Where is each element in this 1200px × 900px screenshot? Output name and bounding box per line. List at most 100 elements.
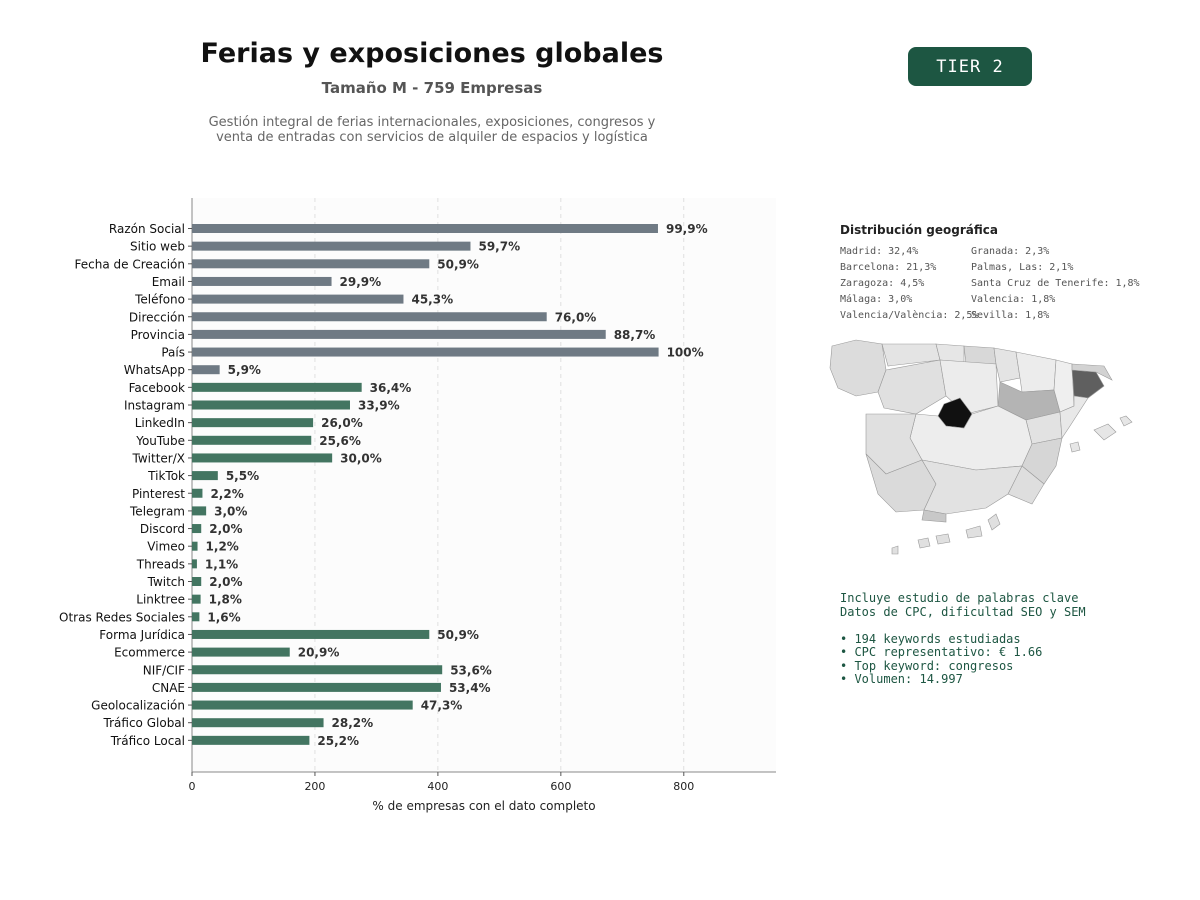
category-label: Ecommerce xyxy=(114,646,185,660)
bar xyxy=(192,365,220,375)
geo-item: Santa Cruz de Tenerife: 1,8% xyxy=(971,278,1140,289)
description-line-1: Gestión integral de ferias internacional… xyxy=(208,115,656,130)
data-label: 2,0% xyxy=(209,522,242,536)
keyword-study-block: Incluye estudio de palabras clave Datos … xyxy=(840,591,1086,687)
category-label: Teléfono xyxy=(134,293,185,307)
data-label: 53,6% xyxy=(450,663,492,677)
data-label: 2,0% xyxy=(209,575,242,589)
keyword-bullet: • Top keyword: congresos xyxy=(840,658,1014,673)
bar xyxy=(192,541,198,551)
bar xyxy=(192,594,201,604)
bar xyxy=(192,294,404,304)
category-label: Otras Redes Sociales xyxy=(59,610,185,624)
description-line-2: venta de entradas con servicios de alqui… xyxy=(216,130,648,145)
map-region-castilla-la-mancha xyxy=(909,405,1033,471)
category-label: Pinterest xyxy=(132,487,185,501)
data-label: 1,8% xyxy=(209,593,242,607)
data-label: 45,3% xyxy=(411,293,453,307)
map-region-barcelona xyxy=(1071,369,1105,399)
data-label: 76,0% xyxy=(555,310,597,324)
bar xyxy=(192,488,203,498)
category-label: TikTok xyxy=(147,469,185,483)
category-label: Forma Jurídica xyxy=(99,628,185,642)
data-label: 28,2% xyxy=(332,716,374,730)
data-label: 59,7% xyxy=(478,240,520,254)
map-region-galicia xyxy=(829,339,887,397)
data-label: 5,9% xyxy=(228,363,261,377)
bar xyxy=(192,400,350,410)
map-region-ibiza xyxy=(1069,441,1081,453)
map-region-canary-5 xyxy=(891,545,899,555)
plot-area xyxy=(192,198,776,772)
bar xyxy=(192,241,471,251)
geo-item: Palmas, Las: 2,1% xyxy=(971,262,1074,273)
map-region-girona xyxy=(1071,363,1113,381)
data-label: 20,9% xyxy=(298,646,340,660)
bar xyxy=(192,718,324,728)
data-label: 1,6% xyxy=(207,610,240,624)
bar xyxy=(192,735,310,745)
bar xyxy=(192,682,441,692)
bar xyxy=(192,347,659,357)
geo-distribution-title: Distribución geográfica xyxy=(840,223,998,237)
map-region-balearic-2 xyxy=(1119,415,1133,427)
category-label: Vimeo xyxy=(147,540,185,554)
spain-choropleth-map xyxy=(829,339,1133,555)
data-label: 1,2% xyxy=(206,540,239,554)
bar xyxy=(192,506,207,516)
map-region-cantabria xyxy=(935,343,965,363)
category-label: Linktree xyxy=(136,593,185,607)
map-region-canary-4 xyxy=(987,513,1001,531)
geo-item: Madrid: 32,4% xyxy=(840,246,919,257)
category-label: Razón Social xyxy=(109,222,185,236)
bar xyxy=(192,435,312,445)
map-region-balearic xyxy=(1093,423,1117,441)
category-label: Twitch xyxy=(147,575,185,589)
keyword-spacer xyxy=(840,619,1086,633)
map-region-canary-3 xyxy=(965,525,983,539)
geo-item: Valencia: 1,8% xyxy=(971,294,1056,305)
bar xyxy=(192,453,333,463)
data-label: 50,9% xyxy=(437,628,479,642)
map-region-navarra xyxy=(993,347,1021,383)
x-axis-label: % de empresas con el dato completo xyxy=(372,799,595,813)
category-label: Fecha de Creación xyxy=(75,257,185,271)
data-label: 36,4% xyxy=(370,381,412,395)
geo-item: Valencia/València: 2,5% xyxy=(840,310,979,321)
category-label: Geolocalización xyxy=(91,699,185,713)
page-subtitle: Tamaño M - 759 Empresas xyxy=(321,79,543,97)
geo-item: Zaragoza: 4,5% xyxy=(840,278,925,289)
category-label: Telegram xyxy=(129,504,185,518)
keyword-bullet: • CPC representativo: € 1.66 xyxy=(840,645,1043,659)
data-label: 100% xyxy=(667,346,704,360)
map-region-valencia xyxy=(1021,437,1063,485)
x-tick-label: 400 xyxy=(427,780,448,793)
category-label: País xyxy=(161,346,185,360)
map-region-malaga xyxy=(921,509,947,523)
category-label: Provincia xyxy=(131,328,185,342)
keyword-study-line-2: Datos de CPC, dificultad SEO y SEM xyxy=(840,604,1086,619)
data-label: 5,5% xyxy=(226,469,259,483)
bar xyxy=(192,312,547,322)
bar xyxy=(192,647,290,657)
map-region-basque xyxy=(963,345,997,365)
data-label: 99,9% xyxy=(666,222,708,236)
keyword-study-line-1: Incluye estudio de palabras clave xyxy=(840,591,1079,605)
page-title: Ferias y exposiciones globales xyxy=(200,38,664,69)
bar xyxy=(192,665,443,675)
geo-item: Málaga: 3,0% xyxy=(840,294,913,305)
category-label: LinkedIn xyxy=(135,416,185,430)
map-region-canary-1 xyxy=(917,537,931,549)
data-label: 50,9% xyxy=(437,257,479,271)
category-label: Instagram xyxy=(124,399,185,413)
geo-item: Sevilla: 1,8% xyxy=(971,310,1050,321)
bar xyxy=(192,629,430,639)
category-label: Tráfico Global xyxy=(103,716,185,730)
data-label: 29,9% xyxy=(340,275,382,289)
bar xyxy=(192,559,197,569)
bar xyxy=(192,224,658,233)
category-label: Sitio web xyxy=(130,240,185,254)
map-region-aragon-huesca xyxy=(1015,351,1057,393)
data-label: 88,7% xyxy=(614,328,656,342)
category-label: Tráfico Local xyxy=(110,734,185,748)
